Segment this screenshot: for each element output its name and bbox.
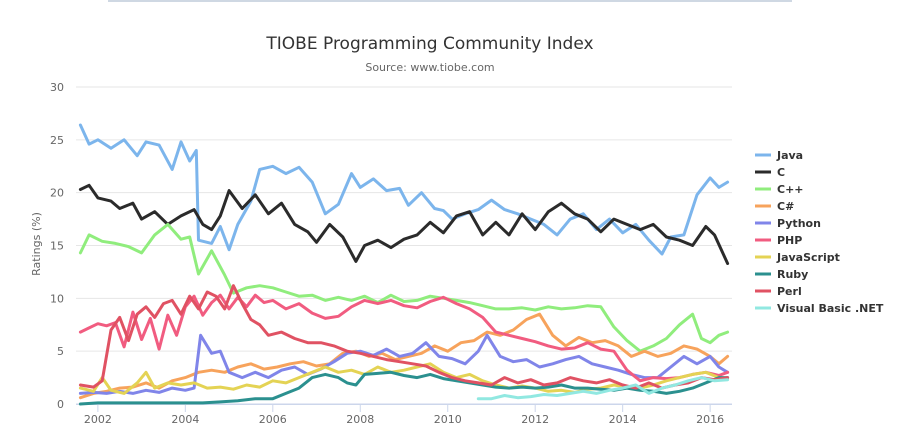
legend-item-visual-basic-net[interactable]: Visual Basic .NET: [755, 302, 884, 315]
x-axis: 2002 2004 2006 2008 2010 2012 2014 2016: [76, 404, 732, 426]
legend-label: JavaScript: [776, 251, 840, 264]
y-tick-label: 15: [50, 240, 64, 253]
legend-label: Perl: [777, 285, 802, 298]
legend-item-php[interactable]: PHP: [755, 234, 802, 247]
x-tick-label: 2010: [434, 413, 462, 426]
y-axis-label: Ratings (%): [30, 212, 43, 276]
x-tick-label: 2008: [346, 413, 374, 426]
legend-item-java[interactable]: Java: [755, 149, 803, 162]
series-line-c: [78, 312, 730, 400]
y-tick-label: 5: [57, 345, 64, 358]
series-line-visual-basic-net: [476, 376, 730, 401]
legend[interactable]: Java C C++ C# Python PHP JavaScript Ruby Perl Vis…: [755, 149, 884, 315]
legend-item-c[interactable]: C: [755, 166, 785, 179]
series-line-c: [78, 183, 730, 265]
chart-subtitle: Source: www.tiobe.com: [365, 61, 494, 74]
legend-item-perl[interactable]: Perl: [755, 285, 802, 298]
chart-title: TIOBE Programming Community Index: [265, 34, 593, 54]
x-tick-label: 2002: [84, 413, 112, 426]
y-tick-label: 20: [50, 187, 64, 200]
legend-label: C++: [777, 183, 804, 196]
y-axis-ticks: 0 5 10 15 20 25 30: [50, 81, 64, 411]
legend-item-c[interactable]: C#: [755, 200, 794, 213]
y-tick-label: 0: [57, 398, 64, 411]
x-tick-label: 2004: [171, 413, 199, 426]
y-tick-label: 10: [50, 292, 64, 305]
legend-item-ruby[interactable]: Ruby: [755, 268, 808, 281]
series-line-java: [78, 123, 730, 256]
series-line-javascript: [78, 362, 730, 395]
legend-label: Python: [777, 217, 821, 230]
series-line-python: [78, 333, 730, 395]
legend-label: PHP: [777, 234, 802, 247]
legend-item-javascript[interactable]: JavaScript: [755, 251, 840, 264]
legend-label: Visual Basic .NET: [777, 302, 884, 315]
series-line-c: [78, 222, 730, 353]
legend-label: C#: [777, 200, 794, 213]
x-tick-label: 2016: [696, 413, 724, 426]
legend-label: Ruby: [777, 268, 808, 281]
legend-item-c[interactable]: C++: [755, 183, 804, 196]
x-tick-label: 2014: [609, 413, 637, 426]
series-line-php: [78, 293, 730, 383]
y-tick-label: 25: [50, 134, 64, 147]
series-lines: [78, 123, 730, 406]
series-line-ruby: [78, 370, 730, 406]
y-tick-label: 30: [50, 81, 64, 94]
x-tick-label: 2006: [259, 413, 287, 426]
x-tick-label: 2012: [521, 413, 549, 426]
legend-item-python[interactable]: Python: [755, 217, 821, 230]
top-border-line: [108, 0, 792, 2]
legend-label: Java: [776, 149, 803, 162]
series-line-perl: [78, 284, 730, 390]
legend-label: C: [777, 166, 785, 179]
